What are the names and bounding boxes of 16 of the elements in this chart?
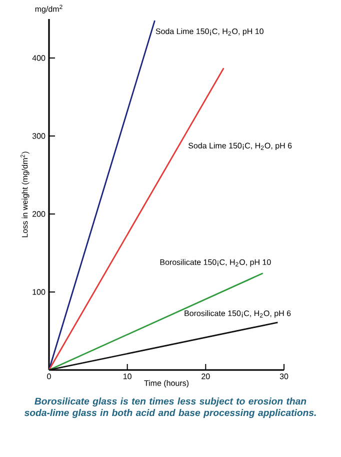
x-tick-label: 30 — [280, 374, 288, 380]
y-tick-label: 400 — [32, 55, 46, 61]
y-tick-label: 100 — [32, 289, 46, 295]
y-tick-label: 200 — [32, 211, 46, 217]
x-tick-label: 0 — [47, 374, 51, 380]
text: Borosilicate glass is ten times less subject to erosion than soda-lime glass in both acid and base processing applications. — [24, 398, 316, 418]
y-tick-label: 300 — [32, 133, 46, 139]
series-label: Soda Lime 150¡C, H$_{2}$O, pH 6 — [188, 142, 292, 150]
series-label: Borosilicate 150¡C, H$_{2}$O, pH 10 — [160, 259, 271, 267]
series-label: Soda Lime 150¡C, H$_{2}$O, pH 10 — [156, 28, 264, 36]
series-label: Borosilicate 150¡C, H$_{2}$O, pH 6 — [184, 310, 291, 318]
x-tick-label: 20 — [202, 374, 210, 380]
x-tick-label: 10 — [123, 374, 132, 380]
x-axis-title: Time (hours) — [144, 380, 189, 388]
text: mg/dm$^{2}$ — [35, 4, 62, 14]
y-axis-title: Loss in weight (mg/dm$^{2}$) — [20, 152, 30, 238]
